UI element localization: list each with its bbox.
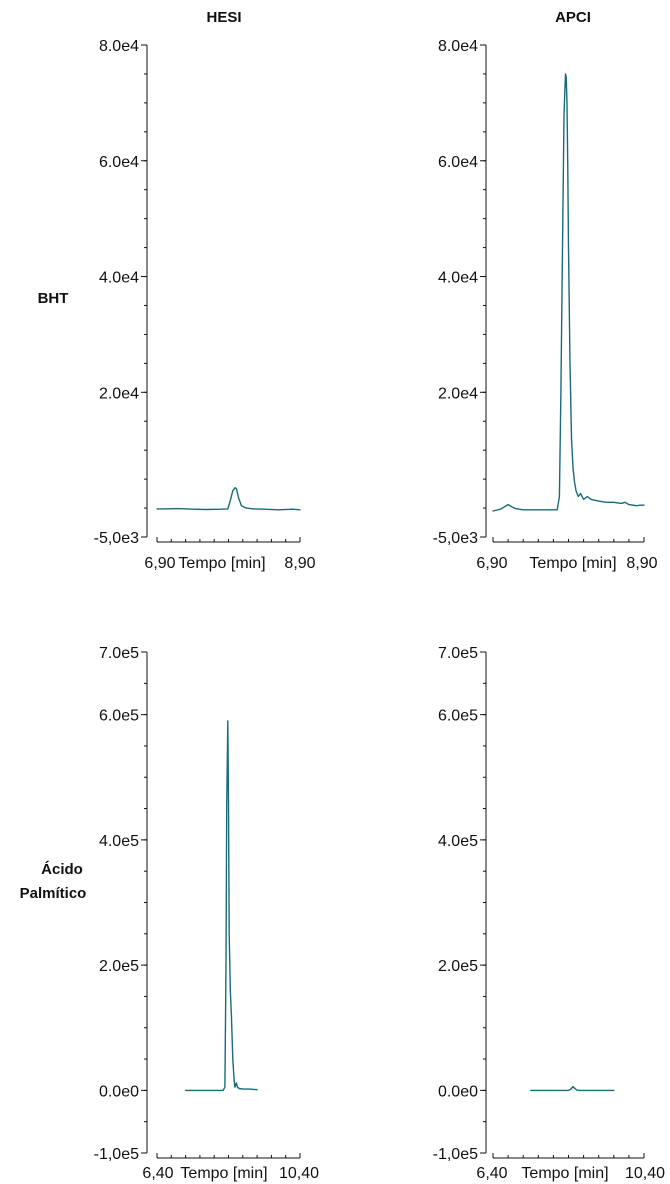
x-tick-label: 8,90 (284, 555, 315, 572)
x-tick-label: 8,90 (626, 555, 657, 572)
x-tick-label: 6,40 (142, 1165, 173, 1182)
y-tick-label: 4.0e4 (99, 270, 139, 287)
y-tick-label: 4.0e4 (438, 270, 478, 287)
chromatogram-trace (184, 720, 258, 1092)
x-tick-label: 6,40 (476, 1165, 507, 1182)
x-tick-label: 6,90 (144, 555, 175, 572)
x-axis-title: Tempo [min] (529, 555, 616, 572)
y-tick-label: 7.0e5 (99, 645, 139, 662)
y-tick-label: 4.0e5 (99, 833, 139, 850)
panel-apci-acido-palmitico: -1,0e5 0.0e0 2.0e5 4.0e5 6.0e5 7.0e5 6,40 10,40… (433, 645, 665, 1182)
y-tick-label: 6.0e4 (99, 154, 139, 171)
panel-hesi-bht: -5,0e3 2.0e4 4.0e4 6.0e4 8.0e4 6,90 8,90 Tempo … (94, 38, 316, 572)
x-tick-label: 10,40 (625, 1165, 665, 1182)
y-tick-label: 8.0e4 (99, 38, 139, 55)
row-label-palmitico: Palmítico (20, 885, 87, 902)
chromatogram-trace (156, 487, 301, 511)
y-tick-label: 8.0e4 (438, 38, 478, 55)
y-tick-label: 2.0e4 (99, 385, 139, 402)
x-axis-title: Tempo [min] (180, 1165, 267, 1182)
chromatogram-trace (530, 1085, 615, 1092)
y-tick-label: -5,0e3 (433, 530, 478, 547)
chromatogram-trace (492, 73, 645, 512)
y-tick-label: -1,0e5 (433, 1146, 478, 1163)
y-tick-label: 0.0e0 (438, 1083, 478, 1100)
y-tick-label: 2.0e5 (438, 958, 478, 975)
y-tick-label: 6.0e4 (438, 154, 478, 171)
y-tick-label: 2.0e4 (438, 385, 478, 402)
row-label-bht: BHT (38, 290, 69, 307)
panel-apci-bht: -5,0e3 2.0e4 4.0e4 6.0e4 8.0e4 6,90 8,90 Tempo … (433, 38, 658, 572)
column-title-apci: APCI (555, 9, 591, 26)
row-label-acido: Ácido (41, 861, 83, 878)
y-tick-label: 6.0e5 (99, 708, 139, 725)
x-tick-label: 10,40 (279, 1165, 319, 1182)
y-tick-label: 6.0e5 (438, 708, 478, 725)
x-axis-title: Tempo [min] (521, 1165, 608, 1182)
column-title-hesi: HESI (206, 9, 241, 26)
x-tick-label: 6,90 (476, 555, 507, 572)
panel-hesi-acido-palmitico: -1,0e5 0.0e0 2.0e5 4.0e5 6.0e5 7.0e5 6,40 10,40… (94, 645, 319, 1182)
y-tick-label: 4.0e5 (438, 833, 478, 850)
y-tick-label: -5,0e3 (94, 530, 139, 547)
y-tick-label: 2.0e5 (99, 958, 139, 975)
x-axis-title: Tempo [min] (178, 555, 265, 572)
y-tick-label: -1,0e5 (94, 1146, 139, 1163)
y-tick-label: 7.0e5 (438, 645, 478, 662)
y-tick-label: 0.0e0 (99, 1083, 139, 1100)
